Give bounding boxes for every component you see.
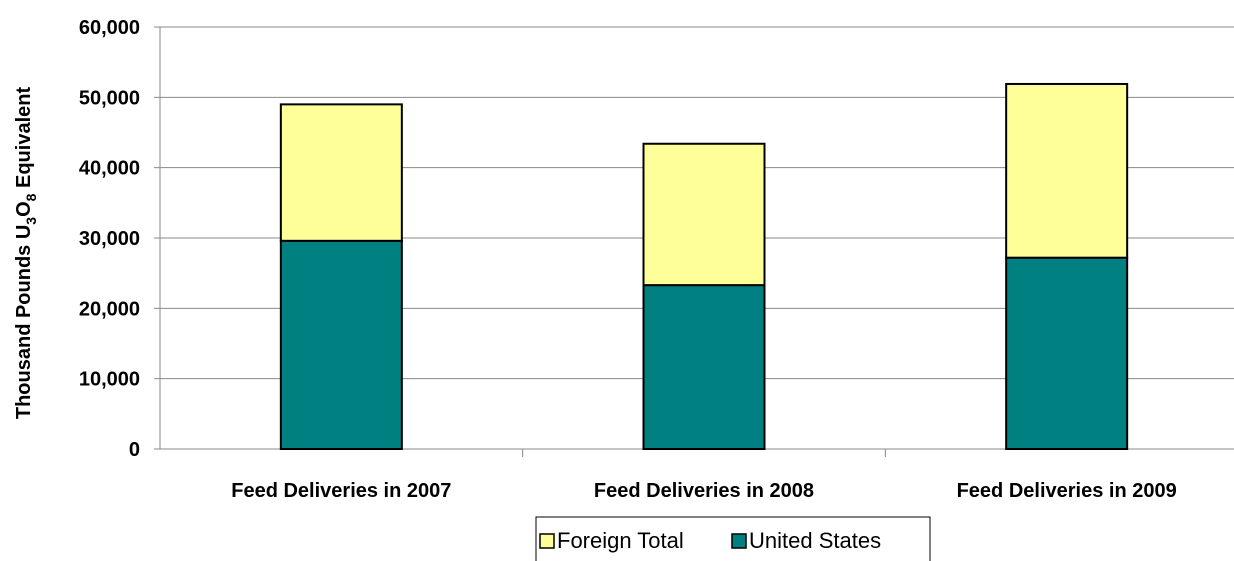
category-label: Feed Deliveries in 2009 bbox=[957, 480, 1177, 502]
legend-label-united-states: United States bbox=[749, 528, 881, 553]
y-tick-label: 60,000 bbox=[79, 17, 140, 39]
legend: Foreign Total United States bbox=[535, 516, 931, 561]
y-tick-label: 40,000 bbox=[79, 158, 140, 180]
y-tick-label: 0 bbox=[129, 439, 140, 461]
legend-label-foreign-total: Foreign Total bbox=[557, 528, 684, 553]
legend-swatch-united-states bbox=[731, 533, 747, 549]
y-tick-label: 10,000 bbox=[79, 369, 140, 391]
category-label: Feed Deliveries in 2008 bbox=[594, 480, 814, 502]
bar-foreign-total bbox=[279, 103, 403, 242]
bar-united-states bbox=[279, 239, 403, 450]
bar-foreign-total bbox=[642, 142, 766, 287]
y-tick-labels: 0 10,000 20,000 30,000 40,000 50,000 60,000 bbox=[79, 17, 140, 461]
bars bbox=[279, 82, 1129, 450]
y-tick-label: 30,000 bbox=[79, 228, 140, 250]
bar-united-states bbox=[642, 284, 766, 450]
bar-foreign-total bbox=[1005, 82, 1129, 259]
y-axis-label: Thousand Pounds U3O8 Equivalent bbox=[13, 87, 39, 420]
category-labels: Feed Deliveries in 2007 Feed Deliveries i… bbox=[231, 480, 1176, 502]
bar-united-states bbox=[1005, 256, 1129, 450]
category-label: Feed Deliveries in 2007 bbox=[231, 480, 451, 502]
y-tick-label: 50,000 bbox=[79, 87, 140, 109]
legend-swatch-foreign-total bbox=[539, 533, 555, 549]
y-tick-label: 20,000 bbox=[79, 298, 140, 320]
